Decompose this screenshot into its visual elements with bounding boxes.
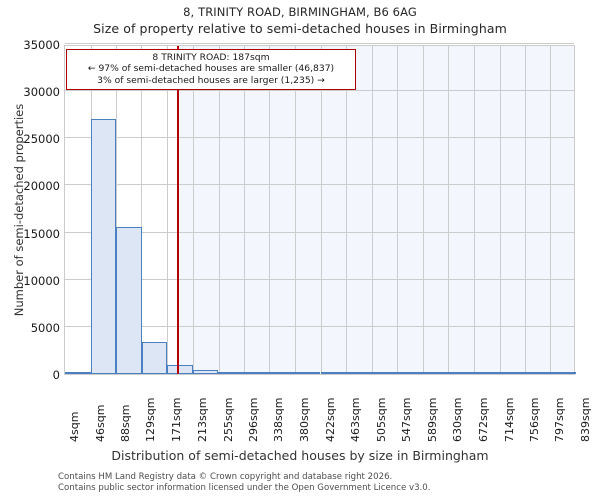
x-axis-tick-label: 338sqm (272, 397, 286, 442)
histogram-bar (346, 372, 372, 374)
histogram-bar (192, 369, 219, 374)
gridline-horizontal (65, 278, 574, 280)
gridline-horizontal (65, 137, 574, 139)
histogram-bar (371, 372, 398, 374)
histogram-bar (167, 365, 193, 374)
histogram-bar (269, 372, 295, 374)
gridline-vertical (499, 46, 501, 374)
y-axis-tick-label: 5000 (30, 320, 60, 335)
gridline-vertical (397, 46, 399, 374)
gridline-vertical (423, 46, 424, 374)
histogram-bar (473, 372, 500, 374)
gridline-horizontal (65, 231, 574, 233)
gridline-vertical (269, 46, 271, 374)
histogram-bar (524, 372, 551, 374)
histogram-bar (218, 372, 244, 374)
x-axis-tick-label: 797sqm (553, 397, 567, 442)
annotation-line-2: ← 97% of semi-detached houses are smalle… (87, 63, 335, 75)
annotation-line-3: 3% of semi-detached houses are larger (1… (97, 74, 325, 86)
x-axis-tick-label: 505sqm (374, 397, 388, 442)
histogram-bar (397, 372, 423, 374)
x-axis-tick-label: 88sqm (119, 404, 133, 442)
histogram-bar (550, 372, 576, 374)
attribution-line-2: Contains public sector information licen… (58, 482, 431, 493)
gridline-horizontal (65, 43, 574, 44)
y-axis-tick-label: 20000 (23, 179, 60, 194)
gridline-vertical (448, 46, 450, 374)
title-block: 8, TRINITY ROAD, BIRMINGHAM, B6 6AG Size… (0, 4, 600, 38)
histogram-bar (65, 371, 91, 374)
highlight-region-larger (176, 46, 574, 374)
gridline-vertical (295, 46, 297, 374)
plot-area (64, 43, 576, 375)
histogram-bar (116, 226, 142, 374)
x-axis-tick-label: 756sqm (528, 397, 542, 442)
gridline-vertical (525, 46, 527, 374)
x-axis-tick-label: 255sqm (221, 397, 235, 442)
x-axis-tick-label: 589sqm (426, 397, 439, 442)
gridline-vertical (345, 46, 347, 374)
x-axis-tick-label: 547sqm (400, 397, 414, 442)
histogram-bar (320, 372, 347, 374)
attribution-footer: Contains HM Land Registry data © Crown c… (58, 472, 430, 493)
y-axis-tick-label: 35000 (23, 38, 60, 52)
x-axis-tick-label: 714sqm (502, 397, 516, 442)
x-axis-tick-label: 213sqm (195, 397, 209, 442)
gridline-vertical (167, 46, 169, 374)
gridline-horizontal (65, 325, 574, 327)
y-axis-tick-label: 0 (52, 368, 60, 382)
histogram-bar (243, 372, 270, 374)
histogram-bar (294, 372, 321, 374)
histogram-bar (90, 119, 117, 374)
page-title: 8, TRINITY ROAD, BIRMINGHAM, B6 6AG (183, 5, 417, 19)
gridline-horizontal (65, 90, 574, 92)
y-axis-tick-label: 10000 (23, 273, 60, 288)
histogram-bar (422, 372, 449, 374)
x-axis-tick-label: 296sqm (246, 397, 260, 442)
gridline-vertical (243, 46, 245, 374)
gridline-vertical (116, 46, 118, 374)
gridline-vertical (473, 46, 475, 374)
attribution-line-1: Contains HM Land Registry data © Crown c… (58, 472, 393, 482)
chart-subtitle: Size of property relative to semi-detach… (93, 21, 507, 36)
x-axis-tick-label: 463sqm (348, 397, 362, 442)
gridline-vertical (320, 46, 322, 374)
y-axis-tick-label: 15000 (23, 226, 60, 241)
y-axis-ticks: 0 5000 10000 15000 20000 25000 30000 35000 (0, 0, 60, 500)
x-axis-tick-label: 171sqm (170, 397, 184, 442)
x-axis-tick-label: 839sqm (579, 397, 592, 442)
histogram-bar (141, 341, 168, 374)
x-axis-tick-label: 129sqm (144, 397, 158, 442)
gridline-vertical (192, 46, 194, 374)
gridline-horizontal (65, 184, 574, 186)
histogram-bars (65, 46, 576, 374)
gridline-vertical (141, 46, 143, 374)
y-axis-tick-label: 25000 (23, 132, 60, 147)
annotation-callout: 8 TRINITY ROAD: 187sqm ← 97% of semi-det… (66, 49, 356, 91)
property-size-marker-line (176, 46, 179, 374)
x-axis-title: Distribution of semi-detached houses by … (111, 448, 489, 463)
x-axis-tick-label: 4sqm (68, 411, 81, 442)
histogram-bar (448, 372, 474, 374)
x-axis-tick-label: 630sqm (451, 397, 465, 442)
y-axis-tick-label: 30000 (23, 85, 60, 100)
y-axis-title: Number of semi-detached properties (12, 103, 26, 317)
gridline-vertical (371, 46, 373, 374)
annotation-line-1: 8 TRINITY ROAD: 187sqm (152, 52, 270, 63)
x-axis-tick-label: 422sqm (323, 397, 337, 442)
histogram-bar (499, 372, 525, 374)
gridline-vertical (218, 46, 220, 374)
gridline-vertical (550, 46, 552, 374)
x-axis-tick-label: 672sqm (476, 397, 490, 442)
x-axis-tick-label: 380sqm (298, 397, 312, 442)
x-axis-ticks: 4sqm 46sqm 88sqm 129sqm 171sqm 213sqm 255sqm 29… (0, 380, 600, 450)
x-axis-tick-label: 46sqm (93, 404, 107, 442)
